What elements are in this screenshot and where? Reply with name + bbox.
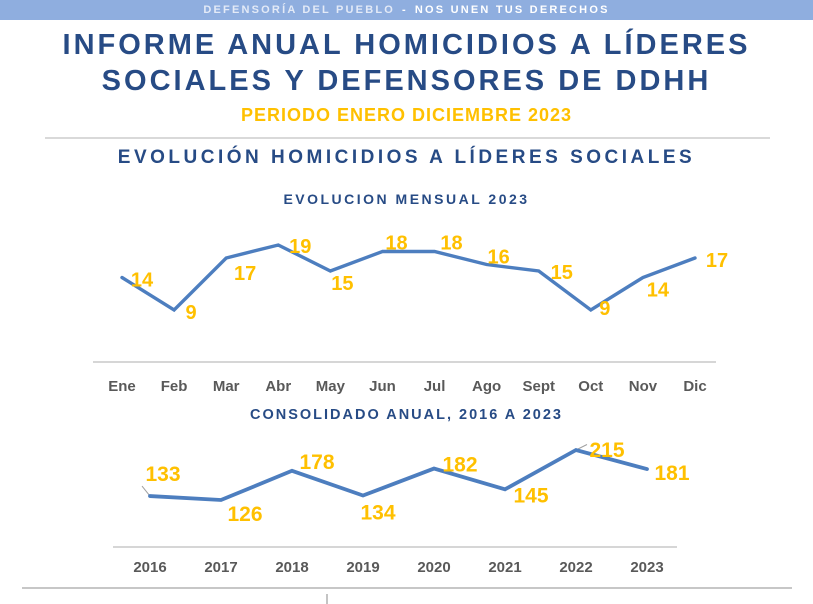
axis-tick-label: Sept <box>522 378 555 395</box>
axis-tick-label: 2017 <box>204 559 237 576</box>
axis-tick-label: Ago <box>472 378 501 395</box>
report-period: PERIODO ENERO DICIEMBRE 2023 <box>240 105 573 125</box>
axis-tick-label: Nov <box>629 378 658 395</box>
brand-name: DEFENSORÍA DEL PUEBLO <box>203 4 396 16</box>
data-label: 181 <box>654 462 689 485</box>
monthly-chart-title: EVOLUCION MENSUAL 2023 <box>283 191 530 207</box>
data-label: 14 <box>647 280 670 302</box>
data-label: 18 <box>385 233 407 255</box>
axis-tick-label: Oct <box>578 378 603 395</box>
data-label: 182 <box>442 454 477 477</box>
data-label: 134 <box>360 502 395 525</box>
page-title-line1: INFORME ANUAL HOMICIDIOS A LÍDERES <box>62 29 751 61</box>
data-label: 9 <box>186 302 197 324</box>
data-label: 14 <box>131 270 154 292</box>
series-trend-line <box>120 243 697 313</box>
axis-tick-label: Mar <box>213 378 240 395</box>
page-title: INFORME ANUAL HOMICIDIOS A LÍDERES SOCIA… <box>0 27 813 99</box>
data-label: 126 <box>227 503 262 526</box>
axis-tick-label: Feb <box>161 378 188 395</box>
data-label: 145 <box>513 484 548 507</box>
page-title-line2: SOCIALES Y DEFENSORES DE DDHH <box>101 65 712 97</box>
data-label: 17 <box>234 263 256 285</box>
axis-tick-label: 2016 <box>133 559 166 576</box>
data-label: 15 <box>551 262 573 284</box>
section-heading: EVOLUCIÓN HOMICIDIOS A LÍDERES SOCIALES <box>117 147 696 168</box>
axis-tick-label: Jul <box>424 378 446 395</box>
axis-tick-label: 2020 <box>417 559 450 576</box>
axis-tick-label: Ene <box>108 378 136 395</box>
axis-tick-label: Dic <box>683 378 706 395</box>
data-label: 17 <box>706 250 728 272</box>
annual-chart-title: CONSOLIDADO ANUAL, 2016 A 2023 <box>249 407 563 423</box>
data-label: 18 <box>440 233 462 255</box>
data-label: 15 <box>331 273 353 295</box>
monthly-evolution-chart: 14 9 17 19 15 18 18 16 15 9 14 17 Ene Feb Mar Abr May Jun… <box>93 233 728 395</box>
axis-tick-label: 2019 <box>346 559 379 576</box>
axis-tick-label: Jun <box>369 378 396 395</box>
data-label-leader-line <box>141 485 151 497</box>
bottom-tick-mark <box>326 594 328 604</box>
brand-slogan: NOS UNEN TUS DERECHOS <box>414 4 610 16</box>
axis-tick-label: 2018 <box>275 559 308 576</box>
axis-tick-label: Abr <box>265 378 291 395</box>
top-brand-bar: DEFENSORÍA DEL PUEBLO - NOS UNEN TUS DER… <box>0 0 813 20</box>
annual-consolidated-chart: 133 126 178 134 182 145 215 181 2016 2017 2018 2019… <box>113 439 690 576</box>
bottom-divider <box>22 587 792 589</box>
axis-tick-label: 2022 <box>559 559 592 576</box>
header-divider <box>45 137 770 139</box>
series-trend-line <box>148 447 649 502</box>
axis-tick-label: 2023 <box>630 559 663 576</box>
data-label: 9 <box>599 298 610 320</box>
data-label: 16 <box>488 247 510 269</box>
data-label: 133 <box>145 463 180 486</box>
data-label: 178 <box>299 451 334 474</box>
data-label: 215 <box>589 439 624 462</box>
axis-tick-label: May <box>316 378 346 395</box>
data-label: 19 <box>289 236 311 258</box>
brand-separator: - <box>402 4 408 16</box>
axis-tick-label: 2021 <box>488 559 521 576</box>
